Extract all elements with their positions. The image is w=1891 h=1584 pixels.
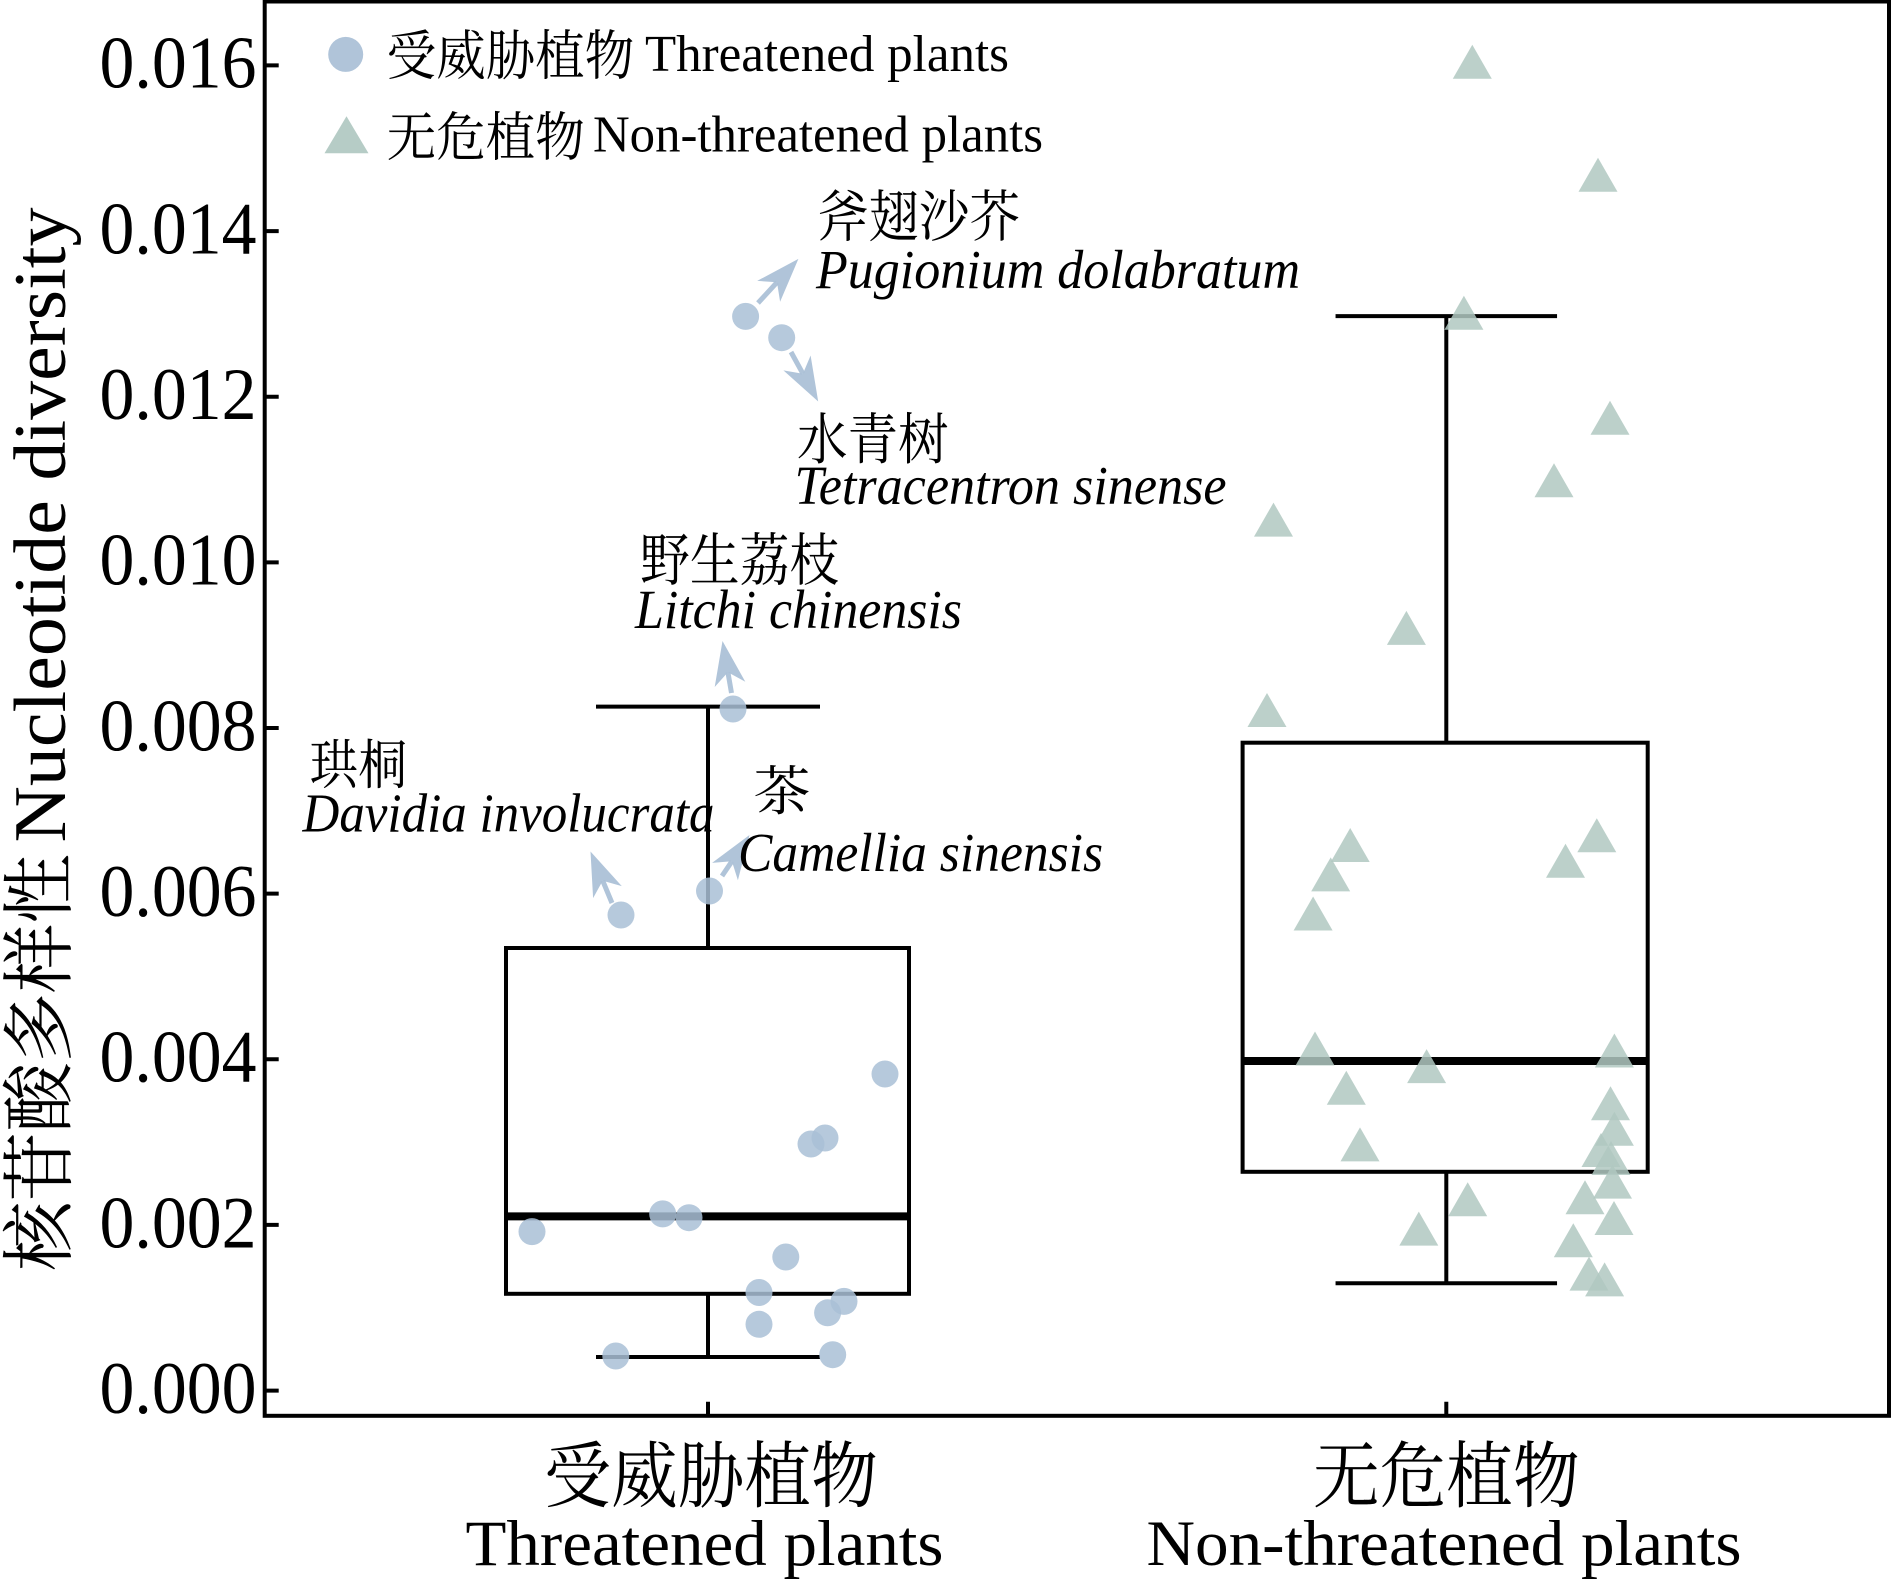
svg-text:0.008: 0.008 <box>100 685 257 767</box>
svg-text:0.016: 0.016 <box>100 23 257 105</box>
svg-text:Non-threatened plants: Non-threatened plants <box>1147 1508 1742 1579</box>
svg-text:0.000: 0.000 <box>100 1348 257 1430</box>
svg-text:0.002: 0.002 <box>100 1182 257 1264</box>
svg-text:0.006: 0.006 <box>100 851 257 933</box>
svg-text:Tetracentron sinense: Tetracentron sinense <box>795 455 1227 516</box>
svg-text:Threatened plants: Threatened plants <box>466 1508 944 1579</box>
svg-text:Non-threatened plants: Non-threatened plants <box>593 107 1043 164</box>
svg-text:0.012: 0.012 <box>100 354 257 436</box>
svg-text:Pugionium dolabratum: Pugionium dolabratum <box>815 239 1300 300</box>
svg-text:Litchi chinensis: Litchi chinensis <box>634 579 962 640</box>
svg-text:Threatened plants: Threatened plants <box>645 26 1009 83</box>
svg-text:0.004: 0.004 <box>100 1017 257 1099</box>
svg-text:Camellia sinensis: Camellia sinensis <box>738 822 1103 883</box>
svg-text:0.010: 0.010 <box>100 520 257 602</box>
svg-text:Davidia involucrata: Davidia involucrata <box>302 783 715 844</box>
svg-text:0.014: 0.014 <box>100 188 257 270</box>
svg-text:Nucleotide diversity: Nucleotide diversity <box>0 208 82 843</box>
